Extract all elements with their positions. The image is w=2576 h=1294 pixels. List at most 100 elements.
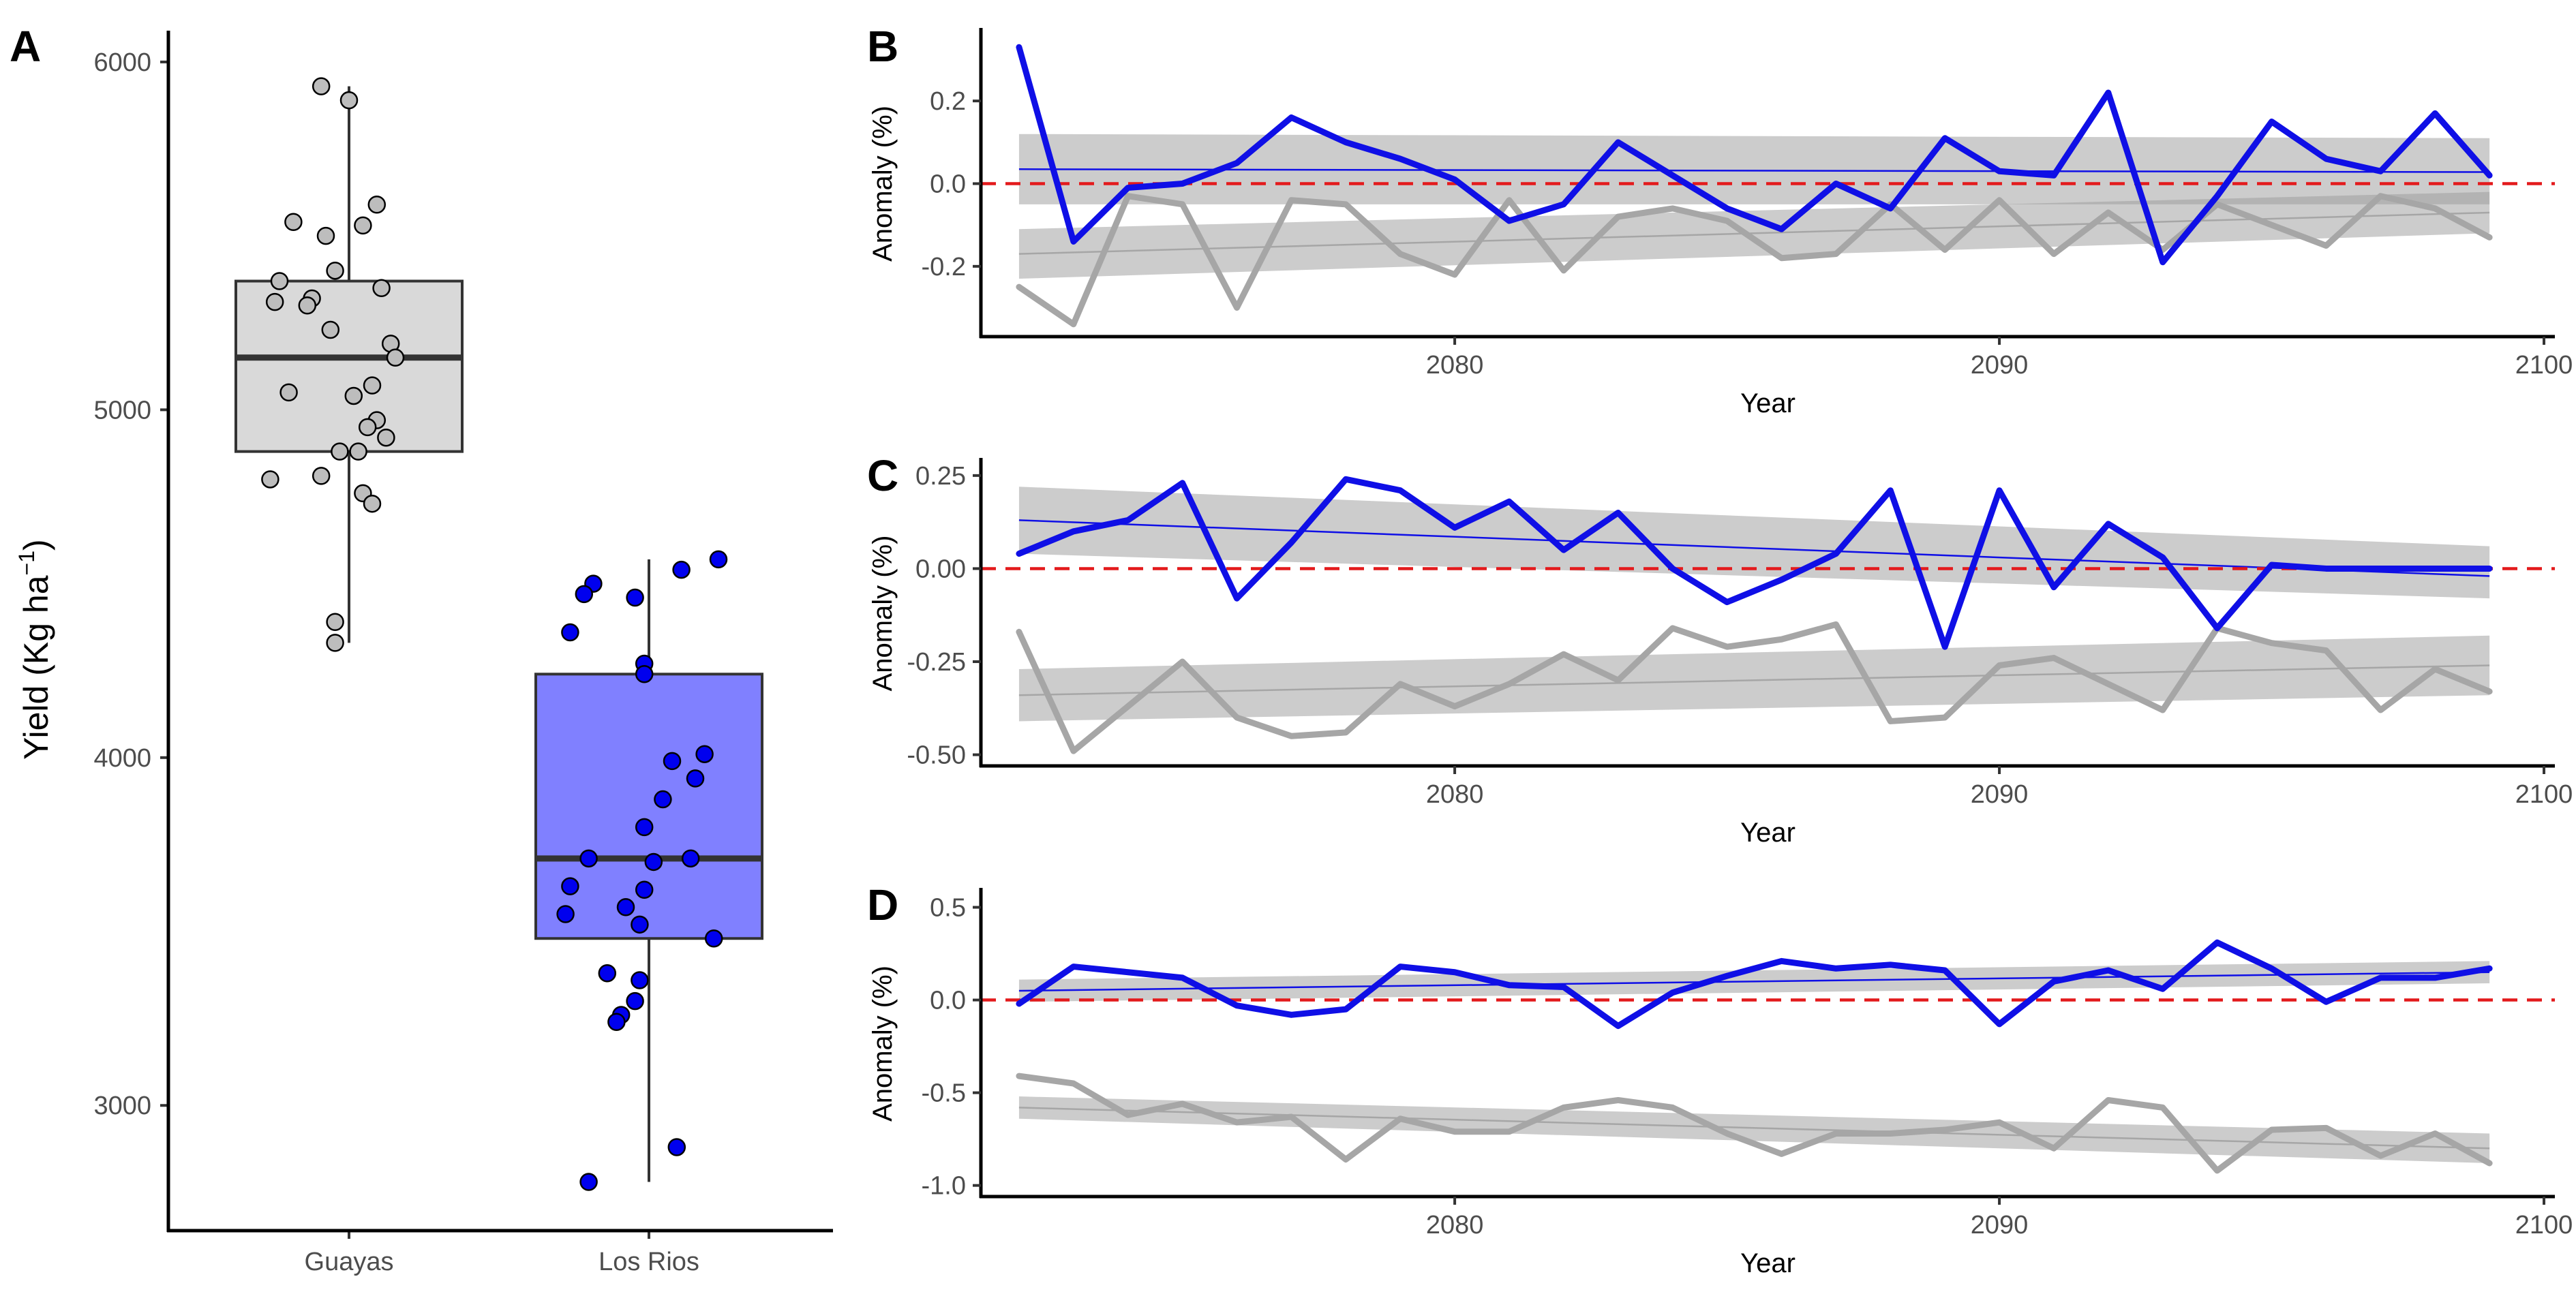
y-tick-label: 0.25 xyxy=(915,462,966,491)
y-axis-title: Anomaly (%) xyxy=(868,106,898,262)
data-point xyxy=(631,915,649,934)
data-point xyxy=(635,665,654,683)
data-point xyxy=(367,195,387,214)
data-point xyxy=(598,964,617,983)
y-axis-ticks: 3000 4000 5000 6000 xyxy=(93,48,168,1120)
x-axis-ticks: Guayas Los Rios xyxy=(305,1231,699,1276)
series-line-guayas xyxy=(1016,1073,2493,1174)
x-tick-label: 2100 xyxy=(2515,1211,2573,1239)
data-point xyxy=(556,905,575,923)
confidence-band xyxy=(1018,635,2490,722)
data-point xyxy=(349,442,367,461)
trend-line xyxy=(1018,519,2490,577)
data-point xyxy=(579,849,598,868)
box-los-rios xyxy=(534,673,763,940)
data-point xyxy=(579,1173,598,1191)
anomaly-panel-d: -1.0 -0.5 0.0 0.5 2080 2090 2100 Year Anomaly (%… xyxy=(868,888,2573,1278)
data-point xyxy=(363,494,382,513)
anomaly-panel-c: -0.50 -0.25 0.00 0.25 2080 2090 2100 Year Anomal… xyxy=(868,458,2573,848)
series-line-guayas xyxy=(1016,193,2493,328)
data-point xyxy=(626,991,644,1011)
x-axis-title: Year xyxy=(1740,388,1795,418)
x-axis-title: Year xyxy=(1740,818,1795,848)
y-tick-label: 5000 xyxy=(93,396,151,425)
data-point xyxy=(312,77,331,95)
x-tick-label: 2100 xyxy=(2515,351,2573,380)
data-point xyxy=(704,929,723,948)
y-tick-label: 0.0 xyxy=(930,170,966,199)
data-point xyxy=(635,818,654,837)
y-tick-label: 4000 xyxy=(93,744,151,773)
trend-line xyxy=(1018,664,2490,696)
panel-letter-a: A xyxy=(10,22,41,71)
x-tick-label: 2090 xyxy=(1971,1211,2029,1239)
data-point xyxy=(358,418,377,437)
confidence-band xyxy=(1018,1096,2490,1164)
data-point xyxy=(326,261,344,280)
series-line-los-rios xyxy=(1016,939,2493,1030)
data-point xyxy=(339,91,359,110)
x-tick-label: 2090 xyxy=(1971,351,2029,380)
data-point xyxy=(326,613,344,631)
x-tick-label: 2080 xyxy=(1426,351,1484,380)
data-point xyxy=(681,849,700,868)
anomaly-panel-b: -0.2 0.0 0.2 2080 2090 2100 Year Anomaly (%) xyxy=(868,28,2573,418)
y-axis-title: Anomaly (%) xyxy=(868,966,898,1122)
y-tick-label: -0.5 xyxy=(922,1079,966,1108)
data-point xyxy=(575,585,594,604)
data-points xyxy=(261,77,728,1191)
data-point xyxy=(607,1013,626,1031)
trend-line xyxy=(1018,1107,2490,1150)
data-point xyxy=(298,296,317,315)
trend-line xyxy=(1018,168,2490,173)
trend-line xyxy=(1018,971,2490,992)
x-tick-label: Guayas xyxy=(305,1248,394,1276)
boxplots xyxy=(234,86,763,1182)
y-tick-label: 0.0 xyxy=(930,987,966,1015)
data-point xyxy=(616,898,635,916)
panel-letter-b: B xyxy=(867,22,898,71)
data-point xyxy=(695,745,714,763)
x-tick-label: 2080 xyxy=(1426,780,1484,809)
y-tick-label: -0.2 xyxy=(922,253,966,281)
data-point xyxy=(331,442,349,461)
y-tick-label: -0.25 xyxy=(907,648,966,677)
data-point xyxy=(312,467,331,485)
series-line-los-rios xyxy=(1016,44,2493,266)
data-point xyxy=(363,376,382,395)
y-tick-label: 0.2 xyxy=(930,87,966,116)
data-point xyxy=(284,213,303,231)
x-tick-label: 2090 xyxy=(1971,780,2029,809)
data-point xyxy=(631,971,649,989)
x-tick-label: 2080 xyxy=(1426,1211,1484,1239)
data-point xyxy=(667,1138,686,1156)
data-point xyxy=(265,292,284,311)
data-point xyxy=(644,852,663,872)
boxplot-panel: 3000 4000 5000 6000 Guayas Los Rios Yield (K… xyxy=(14,31,833,1276)
data-point xyxy=(561,623,579,642)
y-tick-label: 0.00 xyxy=(915,555,966,583)
x-tick-label: 2100 xyxy=(2515,780,2573,809)
data-point xyxy=(279,383,298,402)
data-point xyxy=(377,428,395,447)
confidence-band xyxy=(1018,191,2490,279)
data-point xyxy=(672,560,691,579)
data-point xyxy=(663,752,682,771)
y-axis-title: Yield (Kg ha−1) xyxy=(14,539,55,760)
series-line-guayas xyxy=(1016,621,2493,754)
data-point xyxy=(386,348,405,367)
y-tick-label: -1.0 xyxy=(922,1172,966,1201)
trend-line xyxy=(1018,211,2490,255)
data-point xyxy=(654,790,672,809)
y-axis-title: Anomaly (%) xyxy=(868,536,898,692)
data-point xyxy=(316,226,335,245)
confidence-band xyxy=(1018,487,2490,599)
data-point xyxy=(709,550,728,569)
data-point xyxy=(354,216,372,235)
data-point xyxy=(372,279,391,297)
data-point xyxy=(344,386,363,405)
data-point xyxy=(326,634,344,652)
x-axis-title: Year xyxy=(1740,1248,1795,1278)
y-tick-label: 6000 xyxy=(93,48,151,77)
